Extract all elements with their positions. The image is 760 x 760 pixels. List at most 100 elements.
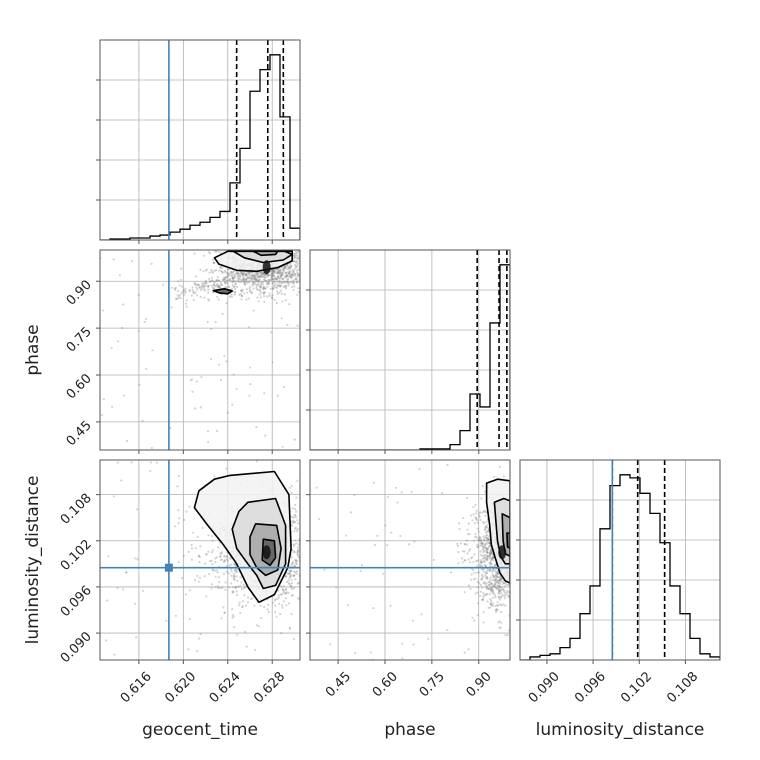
sample-point [226,268,230,271]
sample-point [249,289,252,292]
sample-point [485,542,488,545]
sample-point [295,529,299,533]
sample-point [202,288,205,291]
sample-point [250,274,253,277]
sample-point [502,581,505,584]
sample-point [489,553,492,556]
sample-point [236,274,239,277]
sample-point [216,286,219,289]
sample-point [474,533,477,536]
sample-point [258,284,261,287]
sample-point [225,302,228,305]
sample-point [198,286,201,289]
sample-point [217,546,220,549]
sample-point [283,385,286,389]
sample-point [493,580,496,583]
sample-point [257,625,260,628]
sample-point [317,518,321,521]
sample-point [481,568,484,571]
sample-point [217,250,221,253]
sample-point [200,376,203,379]
sample-point [387,495,390,499]
sample-point [271,282,274,285]
x-tick-label: 0.60 [370,669,401,700]
sample-point [282,277,285,280]
sample-point [215,283,219,286]
sample-point [296,324,299,327]
sample-point [281,278,284,281]
sample-point [503,585,506,588]
y-axis-label: phase [23,324,43,375]
sample-point [488,583,491,586]
sample-point [261,272,264,275]
sample-point [486,569,489,572]
sample-point [480,541,483,545]
sample-point [347,604,350,607]
sample-point [211,568,214,571]
sample-point [296,273,299,276]
sample-point [285,575,288,578]
sample-point [273,268,276,272]
sample-point [394,486,397,489]
sample-point [485,587,488,590]
sample-point [466,552,469,555]
sample-point [262,287,265,290]
sample-point [143,320,146,324]
sample-point [245,298,248,301]
sample-point [472,578,475,581]
sample-point [223,277,227,280]
sample-point [218,279,221,282]
sample-point [293,253,296,256]
sample-point [182,288,185,291]
sample-point [285,588,288,591]
sample-point [211,551,214,554]
sample-point [486,554,489,558]
sample-point [222,278,225,282]
sample-point [468,532,471,536]
sample-point [245,280,248,283]
sample-point [214,586,217,589]
x-tick-label: 0.45 [323,669,354,700]
sample-point [277,269,280,272]
sample-point [479,553,482,556]
sample-point [259,283,262,286]
sample-point [280,289,283,292]
sample-point [475,536,478,539]
sample-point [294,526,297,529]
sample-point [256,279,259,282]
sample-point [486,587,489,590]
sample-point [223,560,226,563]
sample-point [470,578,473,581]
sample-point [500,595,503,598]
sample-point [483,580,486,583]
sample-point [293,586,296,590]
sample-point [262,287,265,290]
sample-point [498,576,501,579]
sample-point [217,585,220,588]
sample-point [295,280,299,284]
sample-point [216,279,219,282]
sample-point [467,533,470,536]
sample-point [294,252,297,255]
sample-point [218,279,221,282]
sample-point [504,581,507,584]
sample-point [207,251,210,254]
sample-point [276,275,279,278]
sample-point [500,592,503,595]
sample-point [251,281,255,284]
sample-point [252,281,255,284]
sample-point [485,550,488,554]
sample-point [249,279,252,282]
sample-point [276,292,279,295]
sample-point [203,575,206,578]
sample-point [276,283,279,286]
sample-point [496,572,499,576]
sample-point [489,549,492,552]
sample-point [232,578,236,581]
sample-point [275,301,278,305]
sample-point [290,484,294,488]
sample-point [225,565,228,568]
sample-point [266,295,269,298]
sample-point [294,260,297,263]
sample-point [495,586,498,590]
